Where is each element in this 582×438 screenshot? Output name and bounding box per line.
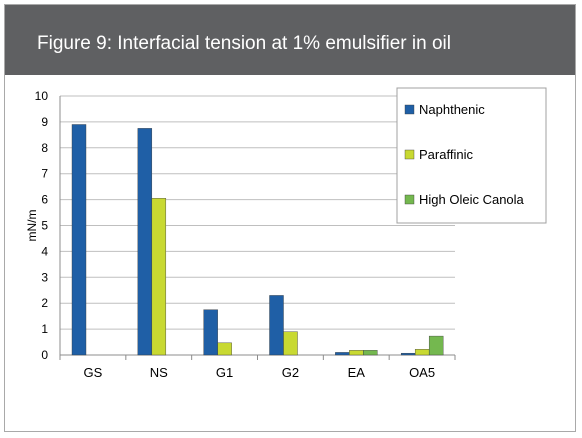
- figure-header: Figure 9: Interfacial tension at 1% emul…: [5, 5, 575, 75]
- bar-high-oleic-canola-oa5: [428, 335, 444, 356]
- y-tick-label: 2: [41, 296, 48, 310]
- x-tick-label: GS: [84, 365, 103, 380]
- legend-box: [396, 87, 547, 224]
- x-tick-label: G2: [282, 365, 299, 380]
- y-tick-label: 7: [41, 167, 48, 181]
- y-axis-label: mN/m: [25, 210, 39, 242]
- y-tick-label: 0: [41, 348, 48, 362]
- y-tick-label: 5: [41, 219, 48, 233]
- legend-label: High Oleic Canola: [419, 192, 525, 207]
- bar-paraffinic-oa5: [414, 349, 430, 356]
- bar-naphthenic-gs: [71, 124, 87, 356]
- bar-naphthenic-ns: [137, 128, 153, 356]
- y-tick-label: 10: [35, 89, 49, 103]
- y-tick-label: 9: [41, 115, 48, 129]
- figure-title: Figure 9: Interfacial tension at 1% emul…: [37, 33, 451, 54]
- legend-swatch: [404, 194, 415, 205]
- legend-label: Naphthenic: [419, 102, 485, 117]
- legend-swatch: [404, 104, 415, 115]
- x-tick-label: G1: [216, 365, 233, 380]
- legend-swatch: [404, 149, 415, 160]
- legend-label: Paraffinic: [419, 147, 473, 162]
- bar-paraffinic-ea: [349, 350, 364, 356]
- bar-paraffinic-ns: [151, 198, 167, 356]
- x-tick-label: NS: [150, 365, 168, 380]
- bar-paraffinic-g2: [283, 331, 298, 356]
- bar-naphthenic-ea: [335, 352, 350, 356]
- y-tick-label: 6: [41, 193, 48, 207]
- y-tick-label: 1: [41, 322, 48, 336]
- x-tick-label: OA5: [409, 365, 435, 380]
- y-tick-label: 8: [41, 141, 48, 155]
- bar-paraffinic-g1: [217, 342, 232, 356]
- x-tick-label: EA: [348, 365, 366, 380]
- bar-high-oleic-canola-ea: [363, 350, 378, 356]
- bar-naphthenic-g2: [269, 295, 284, 356]
- bar-naphthenic-g1: [203, 309, 218, 356]
- bar-naphthenic-oa5: [400, 352, 416, 356]
- y-tick-label: 4: [41, 244, 48, 258]
- y-tick-label: 3: [41, 270, 48, 284]
